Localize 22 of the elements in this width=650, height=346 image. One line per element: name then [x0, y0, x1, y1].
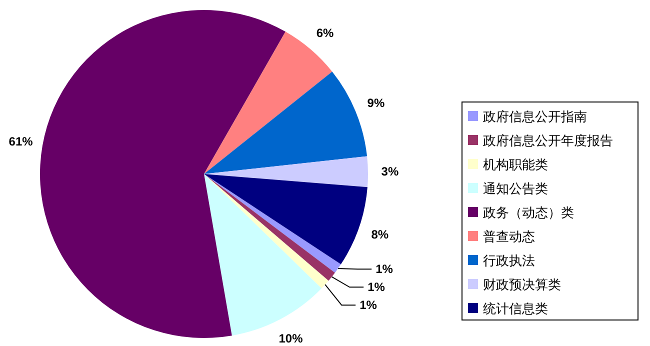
legend-label: 政府信息公开指南 — [483, 109, 587, 125]
pie-slice — [204, 174, 368, 264]
pie-slice — [204, 156, 368, 188]
data-label: 3% — [381, 164, 399, 178]
legend-label: 政府信息公开年度报告 — [483, 133, 613, 149]
pie-slice — [204, 72, 368, 174]
legend-label: 普查动态 — [483, 229, 535, 245]
data-label: 1% — [376, 262, 394, 276]
legend-label: 财政预决算类 — [483, 278, 561, 293]
data-label: 10% — [278, 332, 304, 346]
data-label: 1% — [368, 280, 386, 294]
data-label: 1% — [360, 298, 378, 312]
data-label: 8% — [371, 228, 389, 242]
legend-label: 统计信息类 — [483, 302, 548, 317]
data-label: 6% — [316, 26, 334, 40]
legend-label: 机构职能类 — [483, 158, 548, 173]
pie-slice — [204, 174, 322, 336]
legend-label: 通知公告类 — [483, 182, 548, 197]
data-label: 9% — [367, 96, 385, 110]
legend-label: 行政执法 — [483, 254, 535, 269]
data-label: 61% — [8, 134, 34, 149]
legend-label: 政务（动态）类 — [483, 206, 574, 221]
